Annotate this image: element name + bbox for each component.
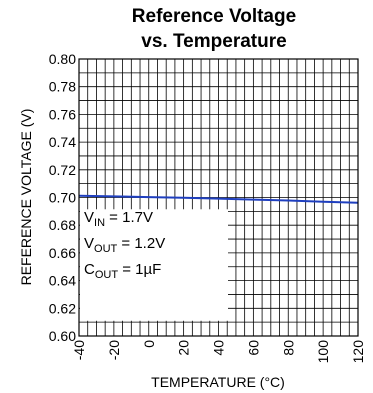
y-tick-label: 0.70 xyxy=(49,190,76,206)
annotation-line: VOUT = 1.2V xyxy=(84,235,165,255)
y-tick-label: 0.68 xyxy=(49,217,76,233)
x-tick-label: 80 xyxy=(280,340,296,356)
y-tick-label: 0.74 xyxy=(49,134,76,150)
y-axis-label: REFERENCE VOLTAGE (V) xyxy=(18,109,34,286)
series-layer xyxy=(78,194,359,204)
x-tick-label: 0 xyxy=(141,340,157,348)
y-tick-label: 0.78 xyxy=(49,79,76,95)
y-tick-label: 0.60 xyxy=(49,328,76,344)
y-tick-label: 0.72 xyxy=(49,162,76,178)
x-tick-label: 120 xyxy=(350,340,366,364)
x-tick-label: 20 xyxy=(176,340,192,356)
y-tick-label: 0.64 xyxy=(49,273,76,289)
y-tick-label: 0.76 xyxy=(49,106,76,122)
chart-title-line1: Reference Voltage xyxy=(132,6,296,27)
x-tick-label: -40 xyxy=(71,340,87,360)
y-tick-label: 0.66 xyxy=(49,245,76,261)
annotation-line: VIN = 1.7V xyxy=(84,209,153,229)
x-tick-label: -20 xyxy=(106,340,122,360)
plot-frame xyxy=(78,58,359,337)
x-tick-label: 40 xyxy=(211,340,227,356)
x-axis-label: TEMPERATURE (°C) xyxy=(151,374,285,390)
x-tick-label: 60 xyxy=(245,340,261,356)
y-tick-label: 0.62 xyxy=(49,300,76,316)
y-tick-labels: 0.60 0.62 0.64 0.66 0.68 0.70 0.72 0.74 0.76 0.78… xyxy=(49,51,76,344)
x-tick-label: 100 xyxy=(315,340,331,364)
annotation-box xyxy=(80,209,228,321)
annotation-line: COUT = 1µF xyxy=(84,261,161,281)
y-tick-label: 0.80 xyxy=(49,51,76,67)
series-line-0 xyxy=(78,194,359,204)
x-tick-labels: -40 -20 0 20 40 60 80 100 120 xyxy=(71,340,366,364)
chart-title-line2: vs. Temperature xyxy=(141,31,286,52)
annotation-text: VIN = 1.7V VOUT = 1.2V COUT = 1µF xyxy=(84,209,165,281)
